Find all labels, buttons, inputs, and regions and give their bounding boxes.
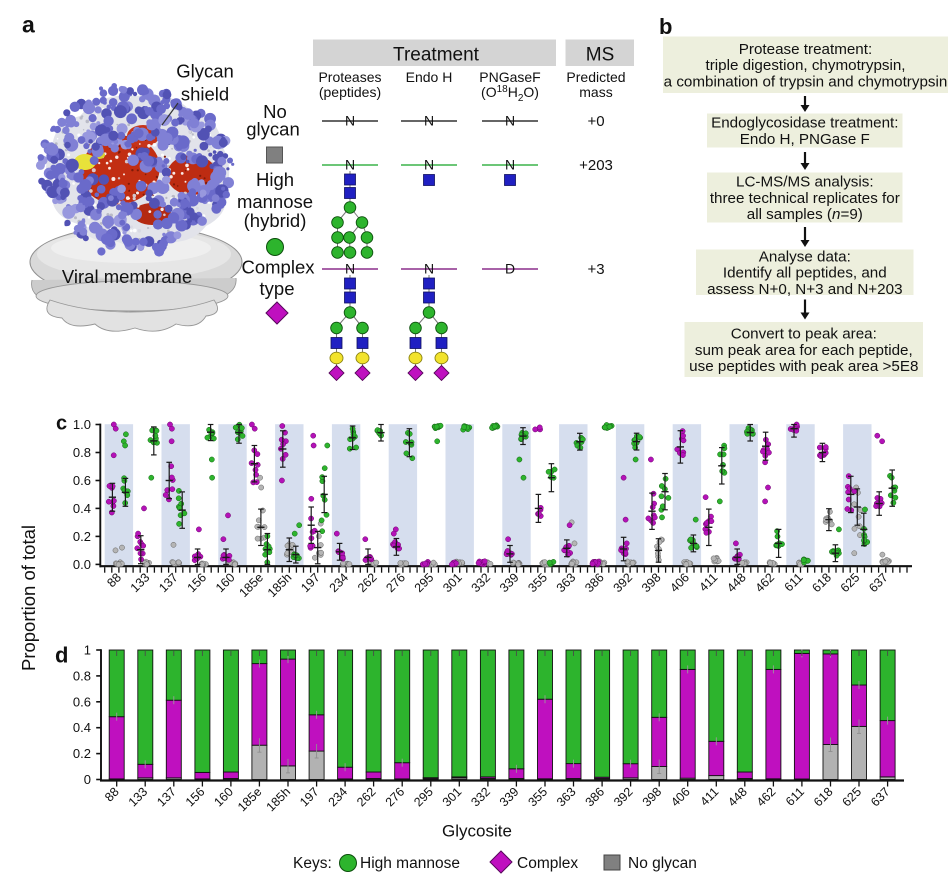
svg-text:Glycosite: Glycosite [442, 822, 512, 841]
svg-text:LC-MS/MS analysis:: LC-MS/MS analysis: [736, 174, 874, 191]
svg-text:Glycan: Glycan [176, 61, 234, 82]
svg-text:0.4: 0.4 [73, 720, 91, 735]
svg-text:N: N [424, 113, 434, 129]
svg-text:shield: shield [181, 84, 229, 105]
svg-text:Treatment: Treatment [393, 45, 480, 66]
svg-text:a: a [22, 12, 35, 38]
svg-text:Analyse data:: Analyse data: [759, 248, 851, 265]
svg-text:N: N [345, 113, 355, 129]
svg-text:Complex: Complex [517, 855, 578, 872]
svg-text:assess N+0, N+3 and N+203: assess N+0, N+3 and N+203 [707, 281, 902, 298]
svg-text:+0: +0 [587, 113, 604, 130]
svg-text:0.8: 0.8 [73, 668, 91, 683]
svg-text:N: N [424, 261, 434, 277]
svg-text:a combination of trypsin and c: a combination of trypsin and chymotrypsi… [664, 73, 948, 90]
svg-text:(peptides): (peptides) [319, 84, 381, 100]
svg-text:0.0: 0.0 [73, 557, 91, 572]
svg-text:0.6: 0.6 [73, 694, 91, 709]
svg-text:glycan: glycan [246, 119, 299, 140]
svg-text:Predicted: Predicted [566, 69, 625, 85]
svg-text:triple digestion, chymotrypsin: triple digestion, chymotrypsin, [705, 57, 905, 74]
svg-text:N: N [424, 157, 434, 173]
svg-text:Endo H: Endo H [406, 69, 453, 85]
svg-text:c: c [56, 413, 67, 435]
svg-text:mannose: mannose [237, 191, 313, 212]
svg-text:b: b [659, 14, 672, 39]
svg-text:+203: +203 [579, 157, 613, 174]
svg-text:(O18H2O): (O18H2O) [481, 84, 539, 104]
svg-text:0.8: 0.8 [73, 445, 91, 460]
svg-text:N: N [345, 261, 355, 277]
svg-text:(hybrid): (hybrid) [244, 210, 307, 231]
svg-text:all samples (n=9): all samples (n=9) [747, 206, 863, 223]
svg-text:d: d [55, 643, 68, 668]
svg-text:Proportion of total: Proportion of total [18, 525, 39, 671]
svg-text:mass: mass [579, 84, 612, 100]
svg-text:Endoglycosidase treatment:: Endoglycosidase treatment: [711, 115, 898, 132]
svg-text:Complex: Complex [242, 257, 316, 278]
svg-text:N: N [505, 113, 515, 129]
svg-text:1.0: 1.0 [73, 417, 91, 432]
svg-text:use peptides with peak area >5: use peptides with peak area >5E8 [689, 358, 918, 375]
svg-text:Endo H, PNGase F: Endo H, PNGase F [740, 131, 870, 148]
svg-text:1: 1 [84, 643, 91, 658]
svg-text:No: No [263, 101, 287, 122]
svg-text:MS: MS [586, 45, 615, 66]
svg-text:PNGaseF: PNGaseF [479, 69, 540, 85]
svg-text:High: High [256, 169, 294, 190]
svg-text:0.6: 0.6 [73, 473, 91, 488]
svg-text:0.2: 0.2 [73, 746, 91, 761]
svg-text:Convert to peak area:: Convert to peak area: [731, 326, 877, 343]
svg-text:Identify all peptides, and: Identify all peptides, and [723, 265, 887, 282]
svg-text:D: D [505, 261, 515, 277]
svg-text:type: type [260, 278, 295, 299]
svg-text:High mannose: High mannose [360, 855, 460, 872]
svg-text:No glycan: No glycan [628, 855, 697, 872]
svg-text:0.2: 0.2 [73, 529, 91, 544]
svg-text:Proteases: Proteases [318, 69, 381, 85]
svg-text:Protease treatment:: Protease treatment: [739, 41, 872, 58]
svg-text:sum peak area for each peptide: sum peak area for each peptide, [695, 342, 913, 359]
svg-text:0: 0 [84, 772, 91, 787]
svg-text:N: N [505, 157, 515, 173]
svg-text:N: N [345, 157, 355, 173]
svg-text:0.4: 0.4 [73, 501, 91, 516]
svg-text:three technical replicates for: three technical replicates for [710, 190, 900, 207]
svg-text:Viral membrane: Viral membrane [62, 266, 192, 287]
svg-text:Keys:: Keys: [293, 855, 332, 872]
svg-text:+3: +3 [587, 261, 604, 278]
